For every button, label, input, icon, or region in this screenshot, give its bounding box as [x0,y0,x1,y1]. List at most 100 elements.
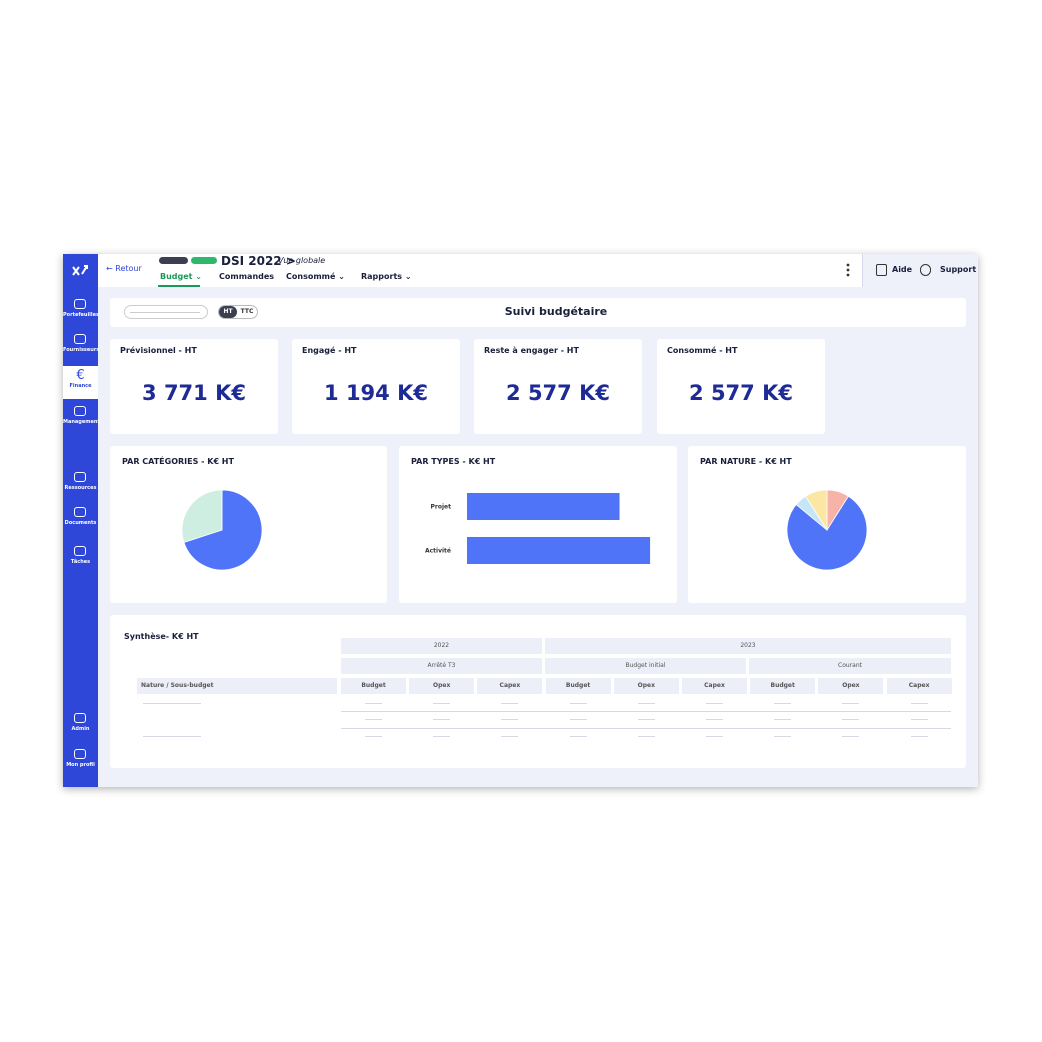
placeholder [910,719,928,720]
kpi-card [292,339,460,434]
bar [467,493,620,520]
kpi-label: Consommé - HT [667,346,738,355]
placeholder [501,719,519,720]
placeholder [637,703,655,704]
chevron: ⌄ [192,272,202,281]
sidebar-icon [74,472,86,482]
sidebar-icon [74,749,86,759]
row-divider [341,728,951,729]
column-header: Opex [818,678,884,694]
column-header: Capex [682,678,747,694]
toggle [218,305,258,319]
kpi-card [657,339,825,434]
action[interactable]: Aide [892,265,913,274]
sidebar-icon [74,406,86,416]
placeholder [842,703,860,704]
pie-slice [181,489,223,543]
placeholder [365,703,382,704]
column-header: Budget [341,678,406,694]
toggle-off[interactable]: TTC [240,308,254,315]
placeholder [501,736,519,737]
kpi-value: 3 771 K€ [142,381,246,405]
kpi-label: Engagé - HT [302,346,357,355]
year-header: 2022 [341,638,542,654]
page-title: DSI 2022 > [221,254,296,268]
placeholder [910,736,928,737]
kpi-value: 1 194 K€ [324,381,428,405]
column-header: Opex [409,678,475,694]
kpi-card [110,339,278,434]
sidebar-label[interactable]: Mon profil [66,762,95,768]
sidebar-label[interactable]: Finance [69,383,92,389]
placeholder [706,703,723,704]
badge [191,257,217,264]
sidebar-label[interactable]: Admin [71,726,90,732]
group-header: Courant [749,658,951,674]
placeholder [637,736,655,737]
y-tick-label: Projet [431,504,452,511]
placeholder [910,703,928,704]
logo [72,265,88,276]
chart-title: PAR TYPES - K€ HT [411,457,496,466]
chart [786,489,868,571]
placeholder [706,736,723,737]
chevron: ⌄ [335,272,345,281]
placeholder [774,719,792,720]
back-link[interactable]: ← Retour [106,264,142,273]
tab-underline [158,285,200,287]
action[interactable]: Support [940,265,977,274]
chart-card [399,446,677,603]
year-header: 2023 [545,638,951,654]
column-header: Opex [613,678,679,694]
sidebar-icon [74,334,86,344]
group-header: Budget initial [545,658,746,674]
y-tick-label: Activité [425,548,451,555]
sidebar-icon [74,546,86,556]
chart [181,489,263,571]
top-bar [98,254,862,287]
row-header: Nature / Sous-budget [137,678,337,694]
sidebar-label[interactable]: Ressources [64,485,97,491]
tab[interactable]: Rapports ⌄ [361,272,412,281]
placeholder [569,719,587,720]
placeholder [774,736,792,737]
active-item [63,366,98,399]
action-icon [920,264,931,276]
sidebar-label[interactable]: Fournisseurs [63,347,100,353]
search-placeholder [130,312,200,313]
placeholder [842,719,860,720]
toggle-on[interactable]: HT [219,306,237,318]
search-field[interactable] [124,305,208,319]
placeholder [637,719,655,720]
chart-title: PAR NATURE - K€ HT [700,457,792,466]
placeholder [569,703,587,704]
placeholder [842,736,860,737]
placeholder [569,736,587,737]
pie-slice [183,489,263,571]
sidebar-icon: € [76,368,85,383]
placeholder [501,703,519,704]
placeholder [774,703,792,704]
kpi-value: 2 577 K€ [506,381,610,405]
badge [159,257,188,264]
sidebar-icon [74,299,86,309]
sidebar-label[interactable]: Management [63,419,100,425]
placeholder [365,719,382,720]
tab[interactable]: Budget ⌄ [160,272,202,281]
placeholder [143,703,201,704]
sidebar-label[interactable]: Portefeuilles [63,312,99,318]
kpi-card [474,339,642,434]
bar [467,537,651,564]
toolbar-title: Suivi budgétaire [504,305,608,318]
chart: Projet Activité [425,493,651,564]
menu-kebab[interactable] [840,262,856,278]
pie-slice [805,489,828,532]
group-header: Arrêté T3 [341,658,542,674]
sidebar-label[interactable]: Documents [64,520,97,526]
sidebar-label[interactable]: Tâches [70,559,91,565]
placeholder [433,736,451,737]
tab[interactable]: Consommé ⌄ [286,272,345,281]
tab[interactable]: Commandes [219,272,275,281]
kpi-value: 2 577 K€ [689,381,793,405]
